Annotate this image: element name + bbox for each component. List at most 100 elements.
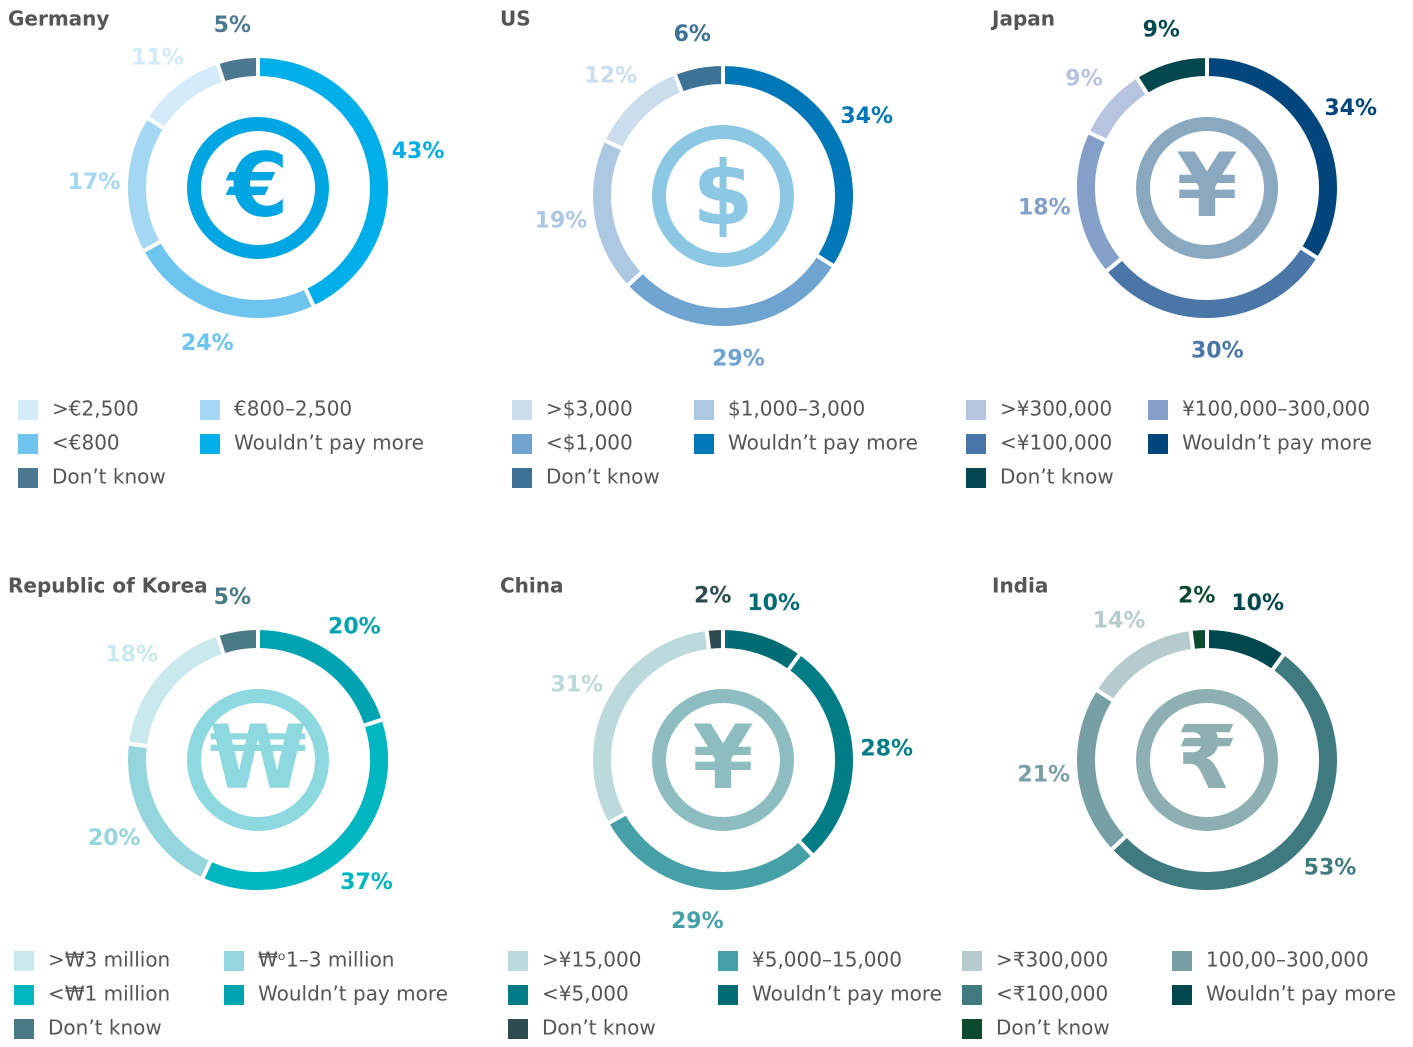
value-label: 5%: [214, 585, 251, 610]
value-label: 31%: [551, 673, 604, 698]
legend-swatch: [200, 434, 220, 454]
legend-label: <¥100,000: [1000, 431, 1112, 455]
value-label: 30%: [1191, 339, 1244, 364]
legend-label: <$1,000: [546, 431, 633, 455]
donut-segment: [214, 625, 260, 658]
donut-segment: [721, 625, 804, 674]
legend-label: Wouldn’t pay more: [728, 431, 918, 455]
donut-segment: [1092, 626, 1196, 704]
legend-swatch: [18, 400, 38, 420]
legend-swatch: [1172, 985, 1192, 1005]
legend-swatch: [962, 985, 982, 1005]
legend-label: Don’t know: [996, 1016, 1110, 1040]
value-label: 34%: [1324, 96, 1377, 121]
legend-label: >$3,000: [546, 397, 633, 421]
value-label: 2%: [694, 583, 731, 608]
value-label: 9%: [1065, 67, 1102, 92]
legend-label: Don’t know: [1000, 465, 1114, 489]
legend-label: Wouldn’t pay more: [234, 431, 424, 455]
legend-swatch: [512, 400, 532, 420]
center-ring: [652, 125, 794, 267]
legend-swatch: [224, 951, 244, 971]
legend-swatch: [512, 468, 532, 488]
donut-segment: [124, 114, 168, 255]
legend-label: >¥15,000: [542, 948, 641, 972]
legend-label: <₹100,000: [996, 982, 1108, 1006]
legend-label: <¥5,000: [542, 982, 629, 1006]
legend-label: >₩3 million: [48, 948, 170, 972]
legend-swatch: [18, 434, 38, 454]
legend-swatch: [508, 951, 528, 971]
value-label: 2%: [1178, 583, 1215, 608]
legend-swatch: [14, 985, 34, 1005]
donut-segment: [139, 238, 317, 322]
legend-swatch: [718, 985, 738, 1005]
legend-swatch: [962, 951, 982, 971]
chart-title: Republic of Korea: [8, 574, 208, 598]
center-symbol: €: [225, 134, 288, 237]
value-label: 17%: [68, 170, 121, 195]
legend-label: >€2,500: [52, 397, 139, 421]
donut-segment: [1188, 625, 1209, 654]
value-label: 29%: [671, 909, 724, 934]
value-label: 53%: [1304, 855, 1357, 880]
value-label: 43%: [392, 139, 445, 164]
donut-segment: [1133, 53, 1209, 98]
legend-label: Don’t know: [542, 1016, 656, 1040]
value-label: 12%: [584, 63, 637, 88]
legend-swatch: [1148, 400, 1168, 420]
legend-label: Don’t know: [48, 1016, 162, 1040]
legend-swatch: [508, 1019, 528, 1039]
legend-label: >¥300,000: [1000, 397, 1112, 421]
donut-segment: [1205, 625, 1288, 674]
chart-title: Germany: [8, 7, 109, 31]
legend-swatch: [14, 951, 34, 971]
value-label: 34%: [840, 104, 893, 129]
legend-label: 100,00–300,000: [1206, 948, 1369, 972]
legend-label: Wouldn’t pay more: [1182, 431, 1372, 455]
value-label: 19%: [535, 209, 588, 234]
legend-swatch: [224, 985, 244, 1005]
center-symbol: ₩: [209, 706, 306, 809]
legend-label: ₩ᵒ1–3 million: [258, 948, 394, 972]
center-ring: [187, 117, 329, 259]
legend-label: Wouldn’t pay more: [258, 982, 448, 1006]
donut-segment: [214, 53, 260, 86]
donut-segment: [704, 625, 725, 654]
legend-label: ¥5,000–15,000: [752, 948, 902, 972]
value-label: 37%: [340, 870, 393, 895]
legend-label: $1,000–3,000: [728, 397, 865, 421]
donut-segment: [1073, 686, 1130, 854]
legend-label: Don’t know: [52, 465, 166, 489]
chart-title: China: [500, 574, 564, 598]
legend-label: Don’t know: [546, 465, 660, 489]
donut-segment: [784, 650, 857, 860]
legend-swatch: [512, 434, 532, 454]
chart-title: India: [992, 574, 1048, 598]
legend-label: ¥100,000–300,000: [1182, 397, 1370, 421]
donut-segment: [1073, 129, 1126, 275]
value-label: 18%: [1018, 196, 1071, 221]
legend-swatch: [1148, 434, 1168, 454]
value-label: 6%: [674, 22, 711, 47]
center-ring: [1136, 117, 1278, 259]
legend-swatch: [694, 434, 714, 454]
legend-swatch: [966, 434, 986, 454]
value-label: 24%: [181, 331, 234, 356]
legend-swatch: [18, 468, 38, 488]
legend-swatch: [200, 400, 220, 420]
value-label: 18%: [105, 642, 158, 667]
legend-swatch: [14, 1019, 34, 1039]
value-label: 28%: [860, 737, 913, 762]
legend-label: <₩1 million: [48, 982, 170, 1006]
value-label: 21%: [1017, 762, 1070, 787]
legend-label: Wouldn’t pay more: [1206, 982, 1396, 1006]
legend-swatch: [694, 400, 714, 420]
center-ring: [187, 689, 329, 831]
value-label: 9%: [1143, 18, 1180, 43]
center-ring: [1136, 689, 1278, 831]
donut-segment: [143, 59, 227, 132]
legend-swatch: [966, 400, 986, 420]
value-label: 14%: [1093, 609, 1146, 634]
